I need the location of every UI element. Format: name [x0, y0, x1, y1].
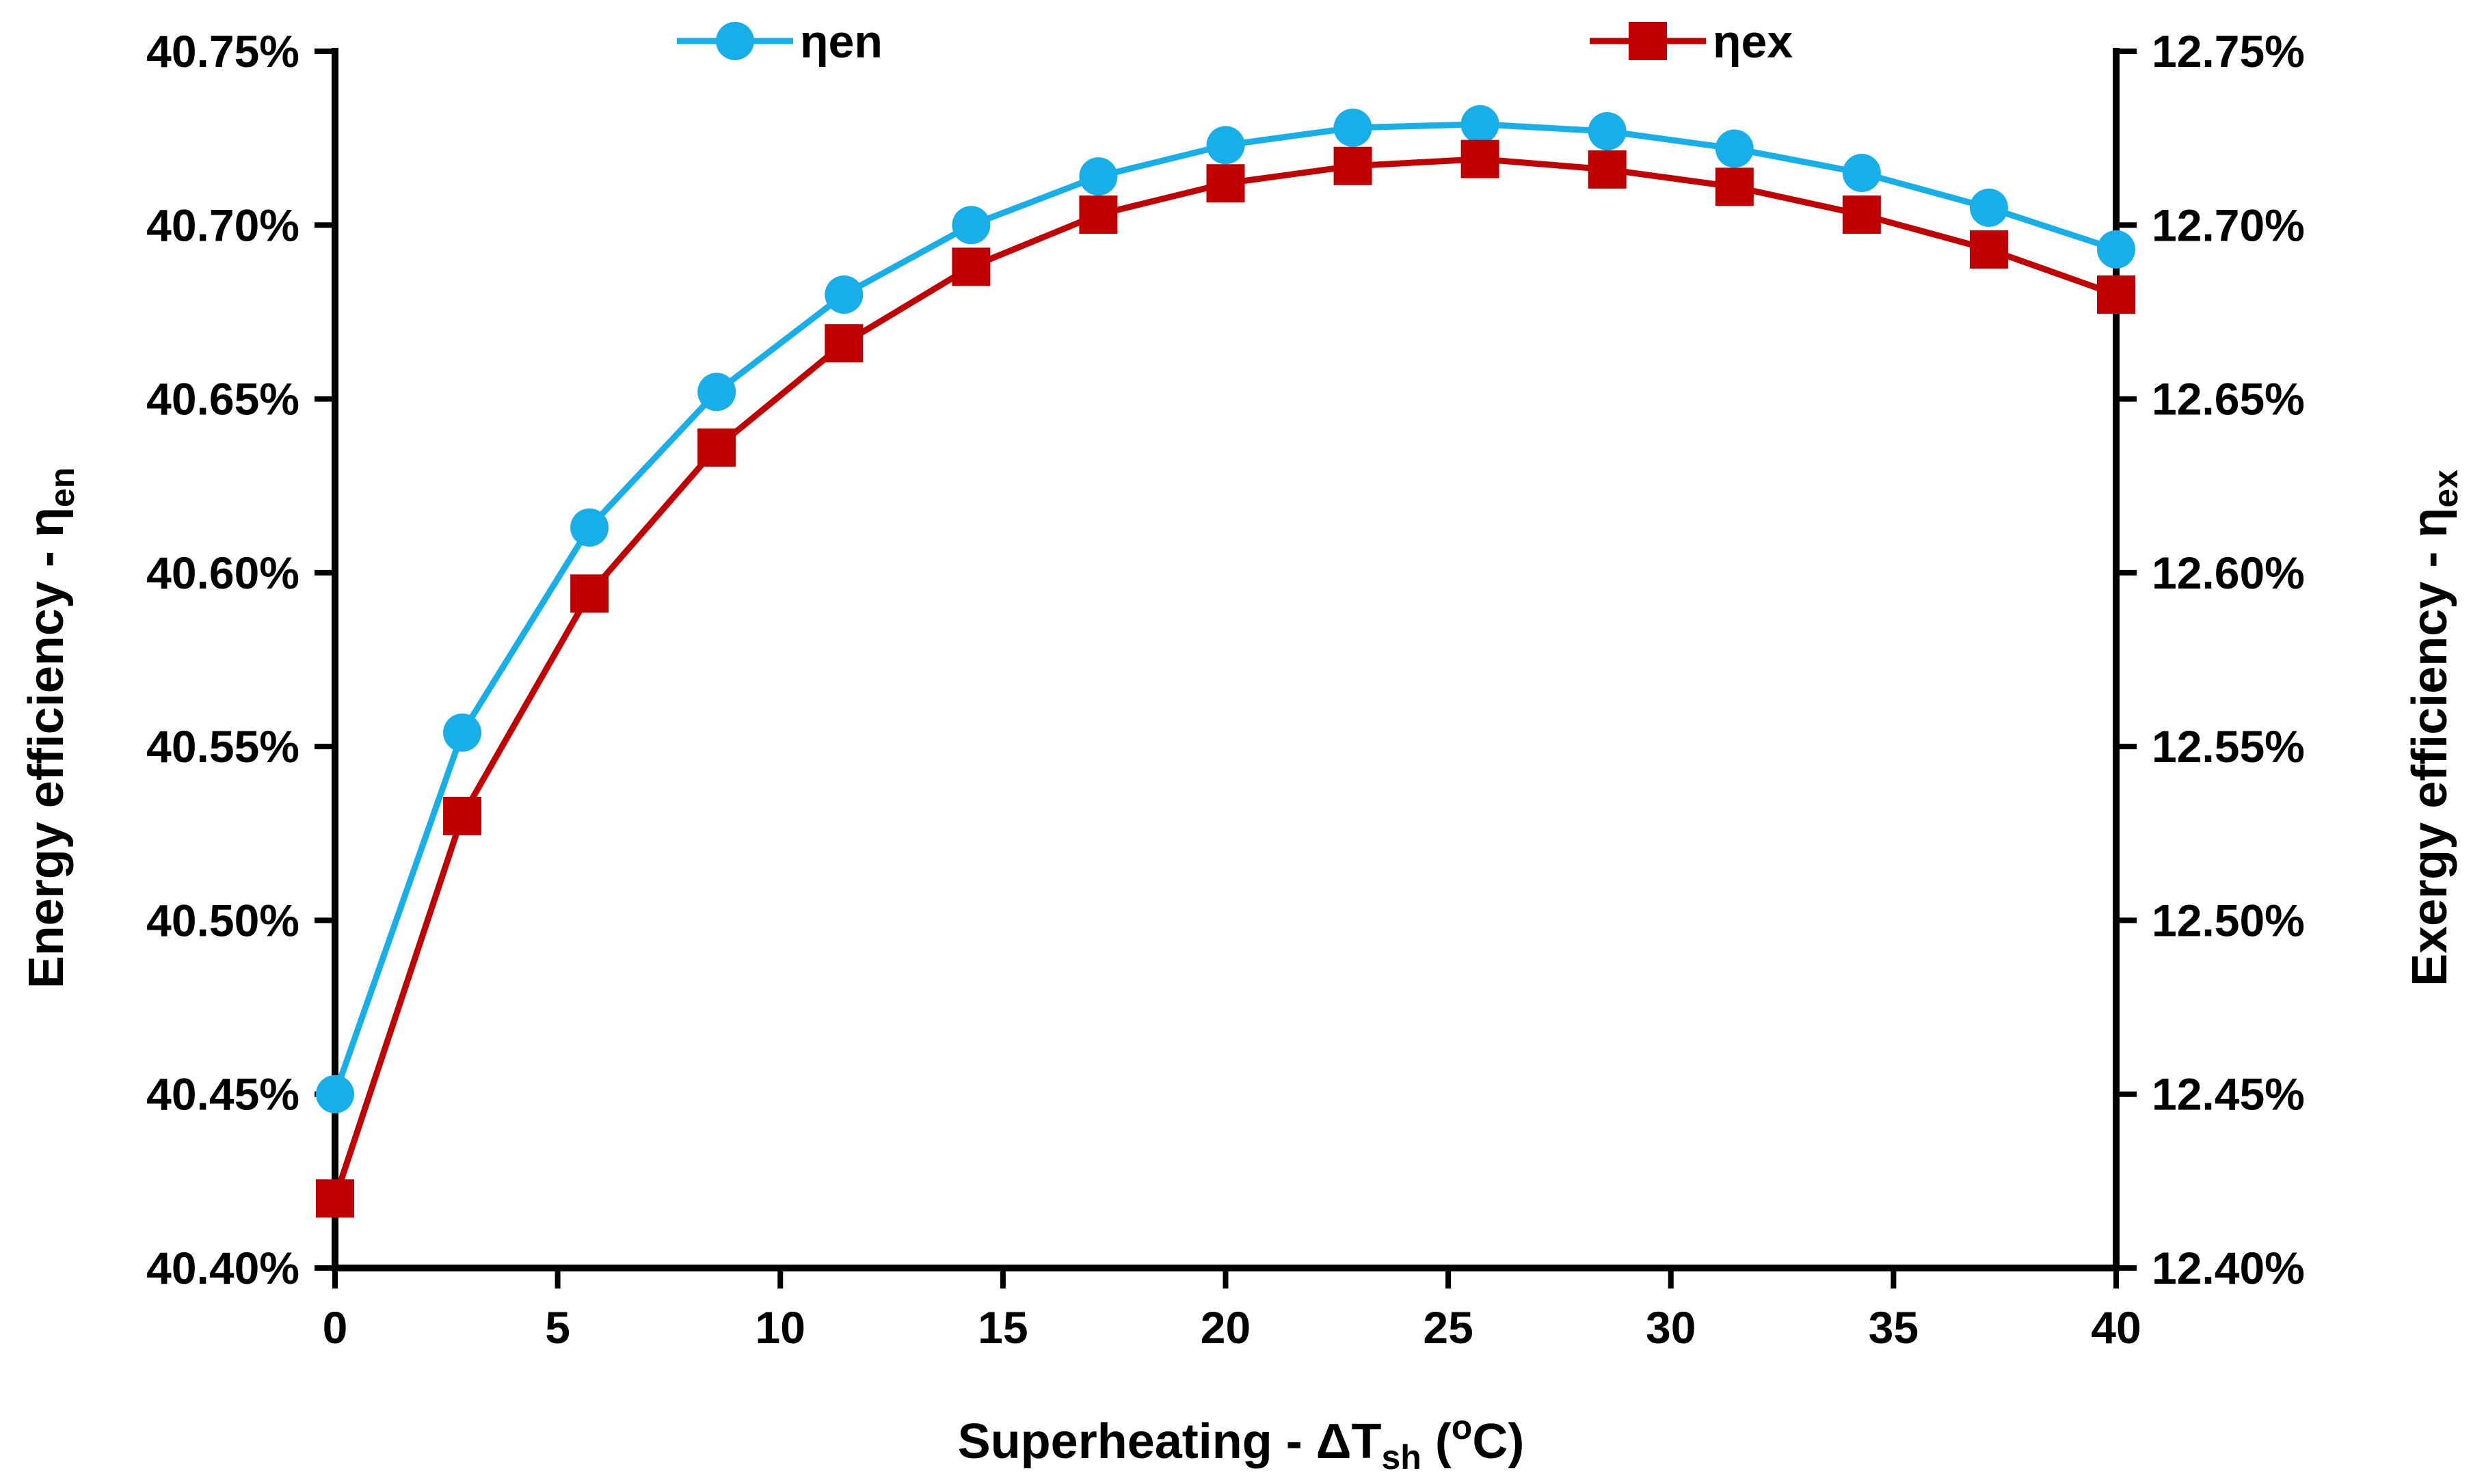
data-point-square	[1715, 167, 1754, 206]
data-point-circle	[825, 275, 864, 314]
data-point-square	[1333, 146, 1372, 185]
data-point-square	[825, 324, 864, 363]
right-y-tick-label: 12.40%	[2152, 1243, 2305, 1293]
x-tick-label: 10	[756, 1302, 805, 1353]
right-y-tick-label: 12.60%	[2152, 548, 2305, 598]
right-y-tick-label: 12.65%	[2152, 374, 2305, 424]
left-y-tick-label: 40.40%	[146, 1243, 299, 1293]
left-y-tick-label: 40.70%	[146, 200, 299, 250]
left-y-tick-label: 40.55%	[146, 721, 299, 772]
data-point-square	[1842, 195, 1881, 234]
data-point-circle	[1460, 105, 1499, 144]
left-y-tick-label: 40.50%	[146, 895, 299, 945]
data-point-circle	[1715, 129, 1754, 168]
data-point-square	[952, 247, 991, 286]
legend-marker-eta-ex	[1629, 22, 1667, 60]
left-y-tick-label: 40.65%	[146, 374, 299, 424]
legend-label-eta-ex: ηex	[1713, 16, 1793, 68]
data-point-circle	[1588, 111, 1627, 150]
series-eta-en	[316, 105, 2135, 1114]
data-point-square	[1460, 139, 1499, 178]
data-point-square	[1969, 230, 2008, 269]
x-axis-title-sup: o	[1452, 1408, 1473, 1446]
x-axis-title-main: Superheating - ΔT	[958, 1414, 1382, 1469]
x-axis-title-sub: sh	[1381, 1438, 1421, 1476]
series-eta-ex	[316, 139, 2135, 1218]
legend-item-eta-en: ηen	[677, 16, 883, 68]
legend-label-eta-en: ηen	[800, 16, 883, 68]
right-y-tick-label: 12.55%	[2152, 721, 2305, 772]
x-axis-title: Superheating - ΔTsh (oC)	[958, 1408, 1525, 1476]
right-y-axis-title-main: Exergy efficiency - η	[2403, 508, 2457, 986]
left-y-tick-label: 40.45%	[146, 1069, 299, 1120]
x-tick-label: 25	[1423, 1302, 1473, 1353]
data-point-square	[570, 574, 609, 613]
data-point-circle	[952, 206, 991, 245]
right-y-tick-label: 12.45%	[2152, 1069, 2305, 1120]
legend-marker-eta-en	[716, 22, 754, 60]
data-point-circle	[1206, 126, 1245, 165]
series-line	[332, 156, 2118, 1200]
x-tick-label: 0	[323, 1302, 348, 1353]
data-point-circle	[316, 1075, 354, 1114]
data-point-square	[1079, 195, 1118, 234]
x-tick-label: 40	[2091, 1302, 2141, 1353]
x-tick-label: 15	[978, 1302, 1028, 1353]
data-point-square	[2097, 275, 2135, 314]
data-point-circle	[1333, 108, 1372, 147]
x-tick-label: 35	[1869, 1302, 1919, 1353]
data-point-square	[316, 1179, 354, 1218]
x-tick-label: 30	[1646, 1302, 1696, 1353]
legend-item-eta-ex: ηex	[1590, 16, 1793, 68]
left-y-tick-label: 40.60%	[146, 548, 299, 598]
x-axis-title-mid: (	[1421, 1414, 1452, 1469]
data-point-square	[443, 796, 482, 835]
right-y-tick-label: 12.75%	[2152, 26, 2305, 77]
left-y-axis-title-sub: en	[43, 468, 81, 507]
left-y-axis-title: Energy efficiency - ηen	[19, 468, 81, 989]
x-tick-label: 5	[545, 1302, 570, 1353]
right-y-tick-label: 12.50%	[2152, 895, 2305, 945]
data-point-circle	[1969, 188, 2008, 227]
data-point-circle	[697, 373, 736, 412]
series	[316, 105, 2135, 1218]
ticks: 40.40% 40.45% 40.50% 40.55% 40.60% 40.65% 40.7…	[146, 26, 2305, 1353]
x-axis-title-end: C)	[1472, 1414, 1524, 1469]
x-tick-label: 20	[1201, 1302, 1251, 1353]
data-point-circle	[2097, 230, 2135, 269]
data-point-circle	[1842, 154, 1881, 192]
data-point-circle	[570, 508, 609, 547]
data-point-square	[1206, 164, 1245, 203]
data-point-circle	[1079, 157, 1118, 196]
data-point-circle	[443, 713, 482, 752]
data-point-square	[1588, 150, 1627, 189]
right-y-axis-title-sub: ex	[2427, 470, 2465, 508]
data-point-square	[697, 428, 736, 467]
legend: ηen ηex	[677, 16, 1793, 68]
right-y-axis-title: Exergy efficiency - ηex	[2403, 470, 2465, 986]
left-y-tick-label: 40.75%	[146, 26, 299, 77]
left-y-axis-title-main: Energy efficiency - η	[19, 507, 74, 988]
right-y-tick-label: 12.70%	[2152, 200, 2305, 250]
